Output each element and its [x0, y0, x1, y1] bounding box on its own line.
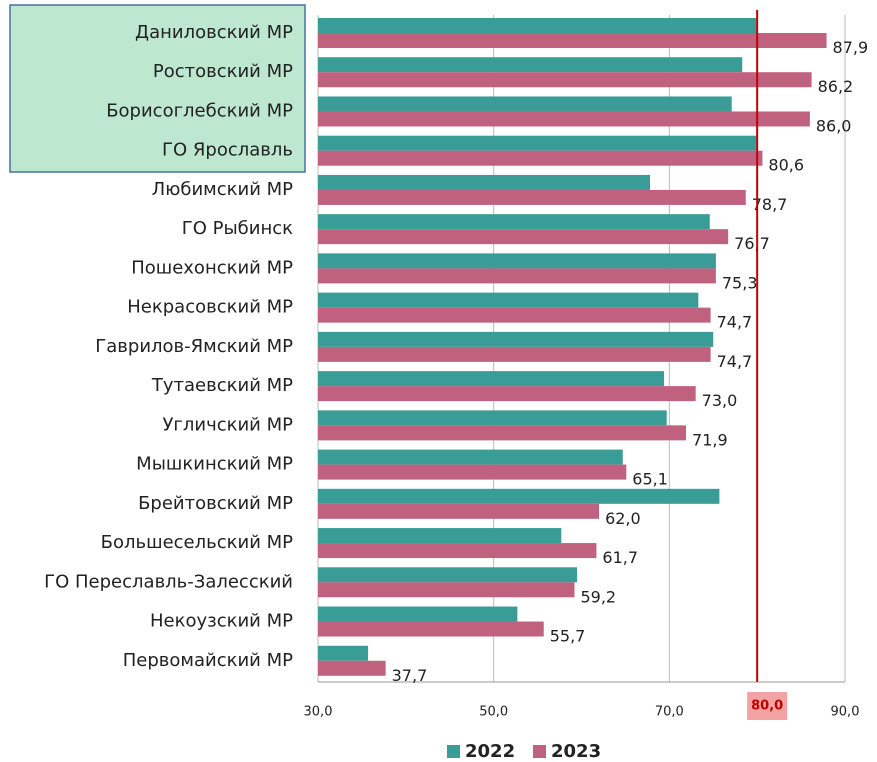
category-label: Любимский МР — [152, 179, 293, 200]
category-label: Большесельский МР — [101, 532, 294, 553]
x-tick-label: 70,0 — [655, 705, 684, 720]
data-label: 59,2 — [580, 587, 616, 606]
x-tick-label: 90,0 — [831, 705, 860, 720]
category-label: Борисоглебский МР — [106, 100, 293, 121]
bar — [318, 386, 696, 402]
highlight-box — [9, 4, 306, 173]
category-label: Тутаевский МР — [151, 375, 293, 396]
legend-swatch — [447, 745, 460, 758]
data-label: 80,6 — [768, 156, 804, 175]
bar — [318, 543, 597, 559]
bar — [318, 488, 720, 504]
bar — [318, 111, 810, 127]
legend-label: 2023 — [551, 741, 601, 762]
data-label: 37,7 — [392, 666, 428, 685]
bar — [318, 292, 699, 308]
bar — [318, 189, 746, 205]
reference-label: 80,0 — [751, 699, 783, 714]
bar — [318, 645, 369, 661]
category-label: Ростовский МР — [153, 61, 293, 82]
bar — [318, 449, 623, 465]
bar — [318, 410, 667, 426]
bar — [318, 268, 716, 284]
data-label: 76,7 — [734, 234, 770, 253]
x-tick-label: 30,0 — [304, 705, 333, 720]
legend-label: 2022 — [465, 741, 515, 762]
category-label: Некоузский МР — [150, 611, 293, 632]
data-label: 73,0 — [702, 391, 738, 410]
data-label: 75,3 — [722, 273, 758, 292]
bar — [318, 150, 763, 166]
bar — [318, 18, 757, 33]
category-label: Мышкинский МР — [136, 454, 293, 475]
data-label: 62,0 — [605, 509, 641, 528]
category-label: ГО Рыбинск — [182, 218, 293, 239]
bar — [318, 528, 562, 544]
bar — [318, 253, 716, 269]
bar — [318, 621, 544, 637]
category-label: Некрасовский МР — [127, 297, 293, 318]
category-label: Даниловский МР — [135, 22, 293, 43]
bar — [318, 57, 743, 73]
data-label: 74,7 — [717, 352, 753, 371]
category-label: Брейтовский МР — [138, 493, 293, 514]
bar — [318, 503, 600, 519]
bar — [318, 96, 732, 112]
category-label: Угличский МР — [162, 414, 293, 435]
data-label: 87,9 — [833, 38, 869, 57]
bar — [318, 582, 575, 598]
bar — [318, 660, 386, 676]
data-label: 71,9 — [692, 430, 728, 449]
bar — [318, 307, 711, 323]
data-label: 74,7 — [717, 313, 753, 332]
legend-swatch — [533, 745, 546, 758]
bar — [318, 346, 711, 362]
data-label: 65,1 — [632, 470, 668, 489]
bar — [318, 72, 812, 88]
bar — [318, 371, 665, 387]
bar — [318, 331, 714, 347]
x-tick-label: 50,0 — [479, 705, 508, 720]
category-label: ГО Переславль-Залесский — [44, 571, 293, 592]
data-label: 86,0 — [816, 116, 852, 135]
data-label: 86,2 — [818, 77, 854, 96]
bar — [318, 425, 687, 441]
data-label: 61,7 — [602, 548, 638, 567]
bar — [318, 214, 710, 230]
bar — [318, 606, 518, 622]
bar — [318, 464, 627, 480]
bar — [318, 33, 827, 48]
bar — [318, 229, 729, 245]
bar — [318, 567, 578, 583]
bar — [318, 174, 651, 190]
category-label: Гаврилов-Ямский МР — [95, 336, 293, 357]
data-label: 55,7 — [550, 627, 586, 646]
bar — [318, 135, 757, 151]
category-label: ГО Ярославль — [162, 140, 293, 161]
category-label: Первомайский МР — [123, 650, 293, 671]
reference-label-box — [747, 692, 788, 720]
data-label: 78,7 — [752, 195, 788, 214]
category-label: Пошехонский МР — [131, 257, 293, 278]
